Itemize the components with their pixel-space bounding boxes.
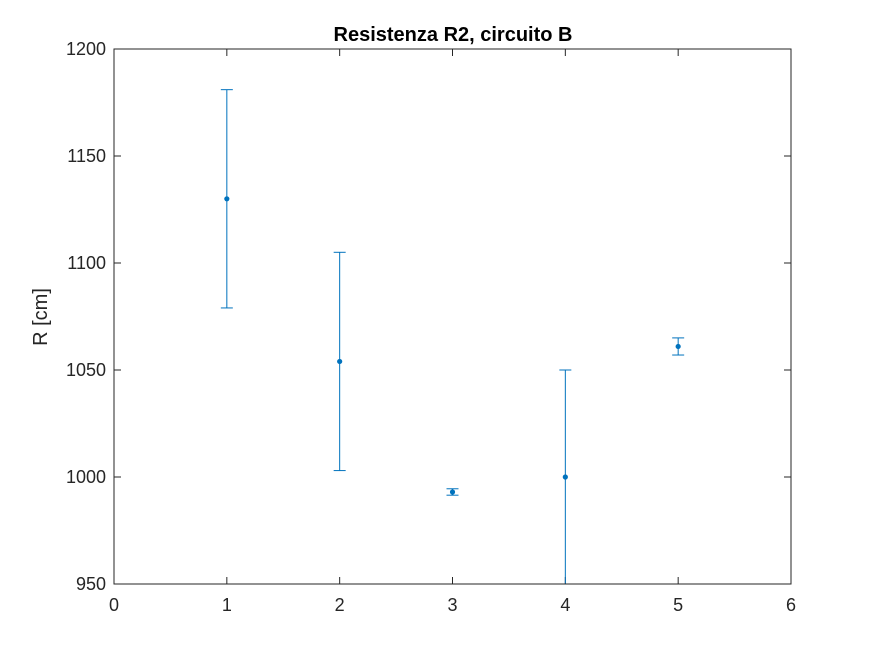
data-point bbox=[562, 474, 568, 480]
y-tick-label: 950 bbox=[76, 574, 106, 594]
y-tick-label: 1150 bbox=[67, 146, 106, 166]
data-point bbox=[675, 343, 681, 350]
y-tick-label: 1100 bbox=[67, 253, 106, 273]
x-tick-label: 5 bbox=[673, 595, 683, 615]
axes-frame bbox=[113, 48, 792, 585]
x-tick-label: 6 bbox=[786, 595, 796, 615]
x-tick-label: 3 bbox=[447, 595, 457, 615]
x-tick-label: 2 bbox=[335, 595, 345, 615]
plot-area bbox=[114, 49, 791, 584]
y-tick-label: 1000 bbox=[66, 467, 106, 487]
data-point bbox=[449, 489, 456, 495]
y-tick-label: 1050 bbox=[66, 360, 106, 380]
data-point bbox=[337, 358, 343, 365]
chart-title: Resistenza R2, circuito B bbox=[334, 24, 573, 46]
x-tick-label: 4 bbox=[560, 595, 570, 615]
x-tick-label: 0 bbox=[109, 595, 119, 615]
data-point bbox=[224, 196, 230, 202]
y-tick-label: 1200 bbox=[66, 39, 106, 59]
y-tick-labels: 950 1000 1050 1100 1150 1200 bbox=[66, 39, 106, 594]
x-tick-labels: 0 1 2 3 4 5 6 bbox=[109, 595, 796, 615]
data-points bbox=[224, 196, 681, 495]
y-axis-label: R [cm] bbox=[30, 288, 52, 346]
x-tick-label: 1 bbox=[222, 595, 232, 615]
